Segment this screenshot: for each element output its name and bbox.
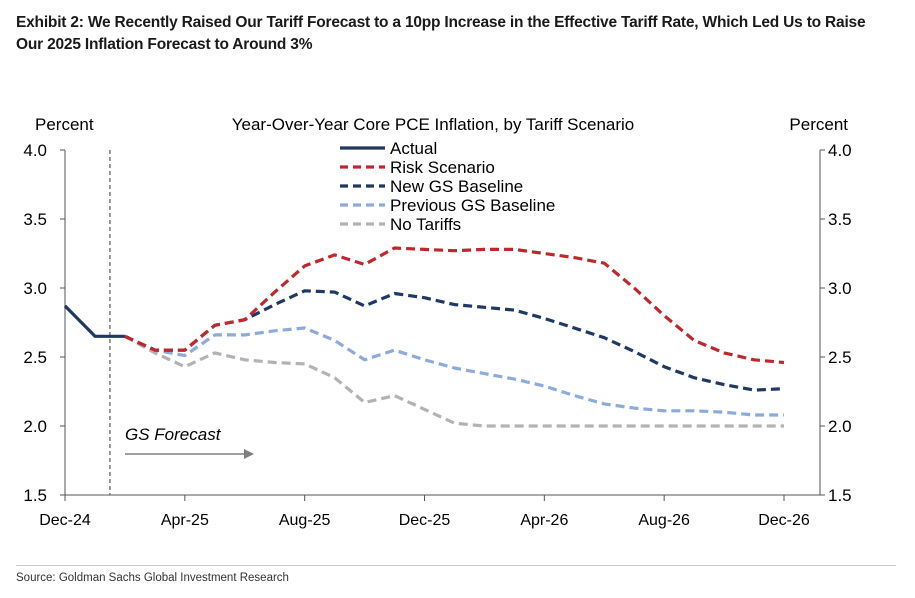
x-tick-label: Apr-25 [161, 512, 209, 529]
chart-title: Year-Over-Year Core PCE Inflation, by Ta… [232, 115, 635, 134]
legend-label-actual: Actual [390, 139, 437, 158]
right-y-tick-label: 2.5 [828, 348, 852, 367]
series-line-no-tariffs [124, 334, 784, 428]
left-y-tick-label: 4.0 [23, 141, 47, 160]
right-y-tick-label: 1.5 [828, 486, 852, 505]
left-y-tick-label: 2.0 [23, 417, 47, 436]
x-tick-label: Aug-26 [638, 512, 690, 529]
left-y-tick-label: 1.5 [23, 486, 47, 505]
series-line-previous-gs-baseline [124, 326, 784, 417]
chart-axes: 4.0 4.0 3.5 3.5 3.0 3.0 2.5 2.5 2.0 2.0 1.5 1.5 Dec-… [23, 141, 851, 529]
x-tick-label: Dec-26 [758, 512, 810, 529]
forecast-annotation: GS Forecast [125, 425, 254, 459]
x-tick-label: Apr-26 [520, 512, 568, 529]
right-y-tick-label: 4.0 [828, 141, 852, 160]
source-note: Source: Goldman Sachs Global Investment … [16, 572, 289, 584]
series-line-risk-scenario [124, 246, 785, 365]
series-line-new-gs-baseline [124, 289, 785, 392]
forecast-arrow-head [244, 449, 254, 459]
right-y-tick-label: 3.5 [828, 210, 852, 229]
left-axis-label: Percent [35, 115, 94, 134]
legend-label-previous-gs-baseline: Previous GS Baseline [390, 196, 555, 215]
right-axis-label: Percent [789, 115, 848, 134]
legend-label-risk-scenario: Risk Scenario [390, 158, 495, 177]
left-y-tick-label: 2.5 [23, 348, 47, 367]
left-y-tick-label: 3.0 [23, 279, 47, 298]
right-y-tick-label: 2.0 [828, 417, 852, 436]
legend-label-new-gs-baseline: New GS Baseline [390, 177, 523, 196]
legend-label-no-tariffs: No Tariffs [390, 215, 461, 234]
series-line-actual [63, 304, 125, 338]
series-lines [63, 246, 785, 428]
exhibit-title: Exhibit 2: We Recently Raised Our Tariff… [16, 14, 866, 53]
right-y-tick-label: 3.0 [828, 279, 852, 298]
footer-divider [16, 565, 896, 566]
x-tick-label: Dec-24 [39, 512, 91, 529]
forecast-annotation-label: GS Forecast [125, 425, 222, 444]
x-tick-label: Dec-25 [399, 512, 451, 529]
x-tick-label: Aug-25 [279, 512, 331, 529]
left-y-tick-label: 3.5 [23, 210, 47, 229]
